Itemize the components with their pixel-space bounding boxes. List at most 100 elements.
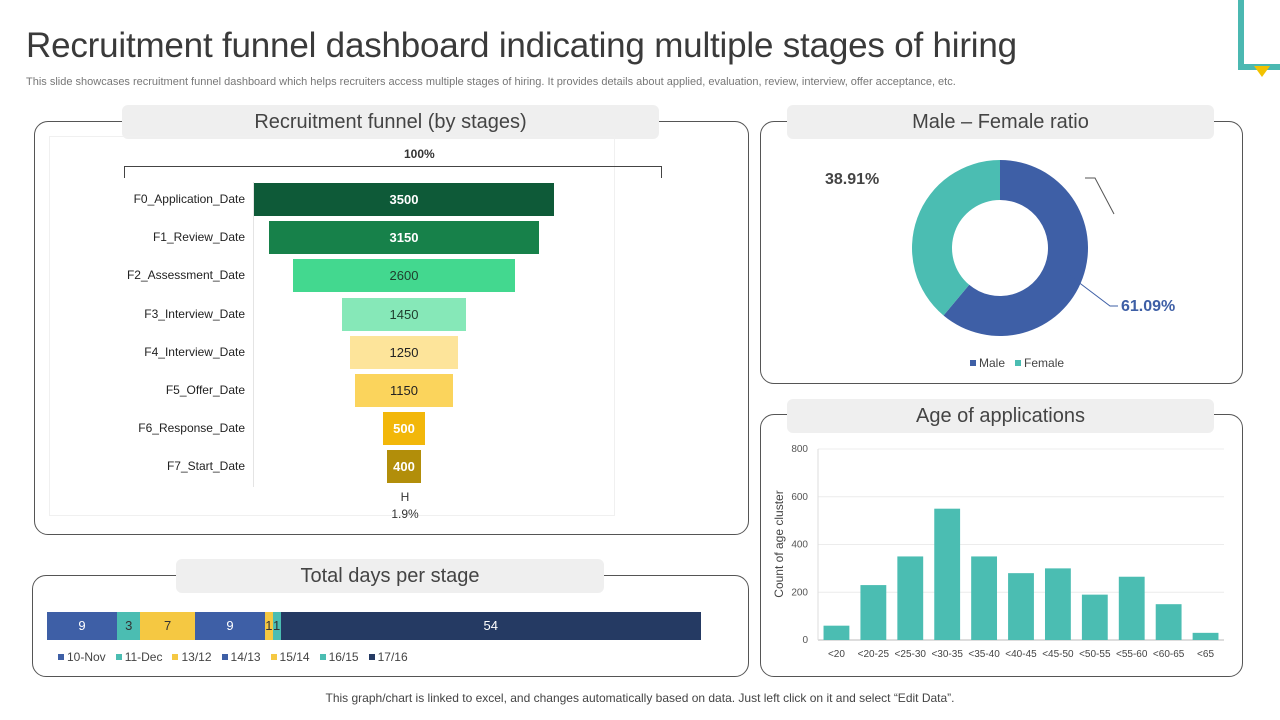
- age-bar: [897, 556, 924, 640]
- days-legend-label: 14/13: [230, 650, 261, 664]
- age-bar: [1044, 568, 1071, 640]
- funnel-bar: 1450: [341, 297, 467, 331]
- funnel-bar: 3500: [254, 183, 554, 216]
- funnel-stage-label: F3_Interview_Date: [144, 306, 245, 321]
- days-legend-swatch: [172, 654, 179, 660]
- days-legend-item: 14/13: [221, 650, 261, 664]
- days-segment: 9: [47, 612, 118, 640]
- age-bar-chart: 0 200 400 600 800 <20 <20-25 <25-30 <30-35 <35-40…: [791, 444, 1224, 660]
- age-bar: [1081, 594, 1108, 640]
- funnel-bar: 1150: [354, 374, 454, 407]
- funnel-top-label: 100%: [404, 147, 435, 161]
- male-leader-line: [1064, 271, 1118, 307]
- funnel-stage-label: F2_Assessment_Date: [126, 268, 245, 283]
- days-segment: 9: [194, 612, 265, 640]
- funnel-axis: [253, 182, 254, 487]
- funnel-bar: 400: [386, 450, 422, 484]
- days-legend: 10-Nov 11-Dec 13/12 14/13 15/14 16/15 17/16: [58, 650, 408, 664]
- days-legend-label: 16/15: [328, 650, 359, 664]
- age-bar: [1192, 632, 1219, 640]
- age-y-tick: 200: [791, 587, 808, 598]
- legend-male-label: Male: [979, 356, 1006, 370]
- age-x-tick: <40-45: [1005, 649, 1037, 660]
- funnel-stage-label: F1_Review_Date: [152, 230, 245, 245]
- days-legend-swatch: [319, 654, 326, 660]
- legend-male: Male: [970, 356, 1005, 370]
- legend-female-label: Female: [1024, 356, 1065, 370]
- funnel-stage-label: F6_Response_Date: [138, 421, 245, 436]
- age-x-tick: <20-25: [858, 649, 890, 660]
- age-panel-title: Age of applications: [787, 399, 1214, 433]
- gender-legend: Male Female: [970, 356, 1064, 370]
- days-segment: 1: [265, 612, 273, 640]
- funnel-bar: 1250: [350, 335, 458, 369]
- funnel-bottom-percent: 1.9%: [391, 507, 419, 521]
- age-x-tick: <65: [1197, 649, 1214, 660]
- days-legend-label: 15/14: [279, 650, 310, 664]
- age-x-tick: <30-35: [931, 649, 963, 660]
- funnel-bottom-label: H: [400, 490, 410, 504]
- age-y-tick: 0: [802, 635, 808, 646]
- days-legend-item: 11-Dec: [115, 650, 163, 664]
- page-title: Recruitment funnel dashboard indicating …: [26, 26, 1017, 65]
- days-legend-item: 15/14: [270, 650, 310, 664]
- page-subtitle: This slide showcases recruitment funnel …: [26, 76, 956, 88]
- female-swatch: [1015, 360, 1022, 366]
- corner-decoration: [1238, 0, 1280, 70]
- male-swatch: [970, 360, 976, 366]
- age-bar: [1118, 576, 1145, 640]
- male-percent-label: 61.09%: [1121, 298, 1176, 315]
- days-legend-swatch: [221, 654, 228, 660]
- days-legend-label: 11-Dec: [124, 650, 163, 664]
- legend-female: Female: [1015, 356, 1064, 370]
- days-panel-title: Total days per stage: [176, 559, 604, 593]
- days-legend-swatch: [270, 654, 277, 660]
- age-bar: [1155, 604, 1182, 640]
- corner-triangle-icon: [1254, 66, 1270, 77]
- days-legend-item: 13/12: [172, 650, 212, 664]
- days-segment: 54: [280, 612, 701, 640]
- days-legend-item: 17/16: [368, 650, 408, 664]
- age-x-tick: <20: [828, 649, 845, 660]
- funnel-stage-label: F5_Offer_Date: [165, 383, 245, 397]
- days-segment: 1: [272, 612, 281, 640]
- funnel-bar: 2600: [292, 259, 516, 293]
- footer-note: This graph/chart is linked to excel, and…: [325, 691, 955, 705]
- donut-slice-female: [912, 160, 1000, 316]
- days-legend-item: 16/15: [319, 650, 359, 664]
- gender-panel-title: Male – Female ratio: [787, 105, 1214, 139]
- days-legend-swatch: [58, 654, 64, 660]
- funnel-stage-label: F4_Interview_Date: [144, 344, 245, 359]
- age-x-tick: <35-40: [968, 649, 1000, 660]
- age-x-tick: <45-50: [1042, 649, 1074, 660]
- days-legend-swatch: [115, 654, 122, 660]
- days-legend-label: 17/16: [377, 650, 408, 664]
- age-bar: [860, 585, 887, 640]
- age-bar: [1008, 573, 1034, 640]
- donut-slice-male: [943, 160, 1088, 336]
- female-percent-label: 38.91%: [825, 171, 880, 188]
- age-x-tick: <55-60: [1116, 649, 1148, 660]
- funnel-stage-label: F7_Start_Date: [166, 459, 245, 474]
- days-segment: 3: [117, 612, 141, 640]
- female-leader-line: [1085, 177, 1115, 215]
- days-segment: 7: [140, 612, 195, 640]
- funnel-stage-label: F0_Application_Date: [133, 192, 245, 206]
- funnel-bracket: [124, 166, 662, 178]
- days-legend-label: 10-Nov: [67, 650, 106, 664]
- age-x-tick: <25-30: [895, 649, 927, 660]
- funnel-bar: 3150: [269, 221, 539, 255]
- age-bar: [823, 625, 850, 640]
- age-y-tick: 400: [791, 540, 808, 551]
- donut-chart: [912, 160, 1118, 336]
- funnel-panel-title: Recruitment funnel (by stages): [122, 105, 659, 139]
- age-bar: [934, 508, 961, 640]
- age-bar: [971, 556, 998, 640]
- days-legend-swatch: [368, 654, 375, 660]
- age-x-tick: <50-55: [1079, 649, 1111, 660]
- days-legend-item: 10-Nov: [58, 650, 106, 664]
- funnel-bar: 500: [382, 412, 426, 446]
- age-y-tick: 600: [791, 492, 808, 503]
- funnel-plot-area: [49, 136, 615, 516]
- age-x-tick: <60-65: [1153, 649, 1185, 660]
